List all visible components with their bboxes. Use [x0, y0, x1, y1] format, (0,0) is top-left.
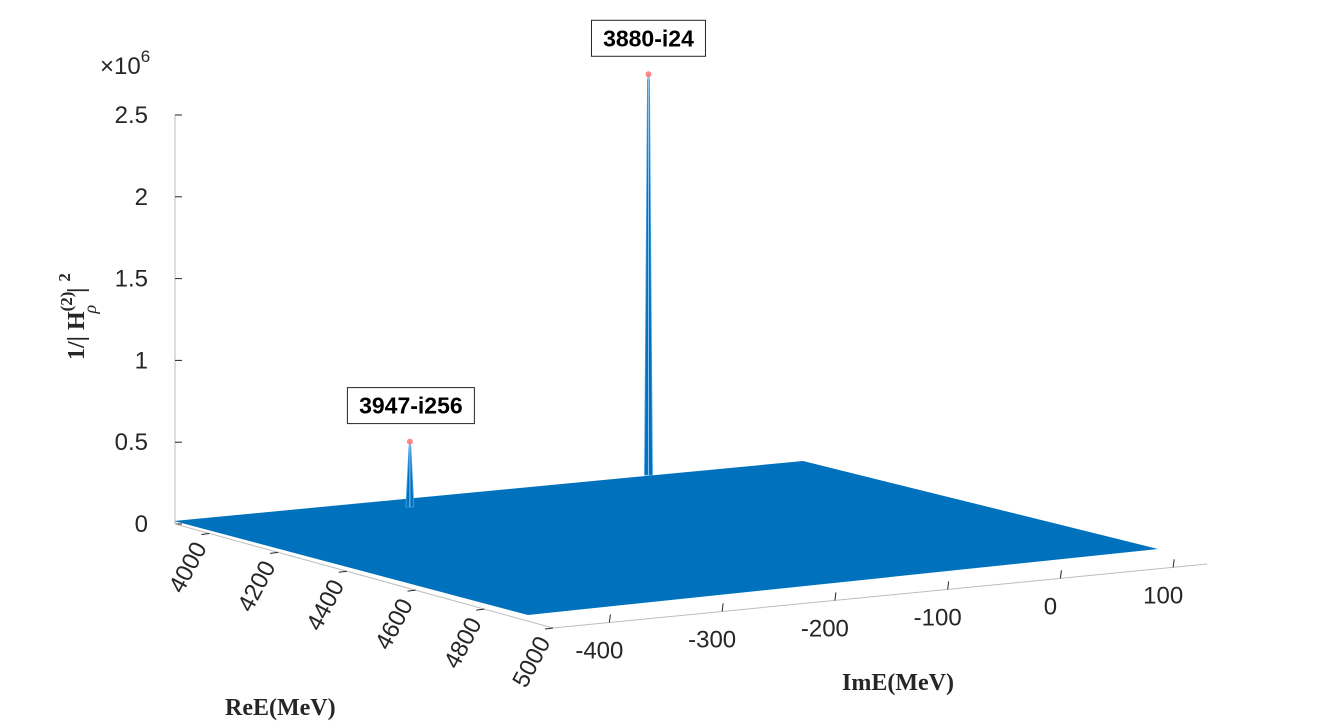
z-exponent-label: ×106 [100, 47, 150, 80]
x-tick-label: 4800 [439, 613, 488, 673]
x-tick-mark [476, 608, 485, 611]
x-tick-label: 4400 [301, 575, 350, 635]
y-axis-label: ImE(MeV) [842, 670, 954, 696]
peak-marker [645, 71, 652, 78]
x-tick-mark [338, 570, 347, 573]
x-tick-mark [544, 627, 554, 630]
z-tick-label: 1 [135, 347, 148, 374]
y-tick-label: 100 [1143, 582, 1183, 609]
x-axis-label: ReE(MeV) [225, 695, 336, 721]
z-axis-label: 1/| H(2) ρ| 2 [55, 273, 100, 360]
peak-annotation-label: 3880-i24 [603, 25, 694, 51]
svg-text:1/| H(2)ρ| 2: 1/| H(2) ρ| 2 [55, 273, 100, 360]
peak-annotation-box [346, 387, 475, 425]
peak-marker [406, 438, 413, 445]
y-tick-mark [721, 603, 724, 612]
z-tick-label: 0 [135, 511, 148, 538]
x-tick-mark [407, 589, 416, 592]
x-tick-mark [201, 532, 210, 535]
y-tick-mark [834, 592, 837, 601]
y-tick-label: -100 [914, 604, 962, 631]
peak-annotation-label: 3947-i256 [359, 393, 463, 419]
y-tick-mark [608, 614, 611, 623]
y-tick-mark [1059, 570, 1062, 579]
surface-plane [174, 461, 1158, 615]
z-tick-label: 1.5 [115, 266, 148, 293]
x-tick-mark [270, 551, 279, 554]
x-axis-line [174, 523, 554, 629]
peak-annotation-box [590, 19, 706, 57]
z-tick-label: 2 [135, 184, 148, 211]
y-tick-mark [1172, 559, 1175, 568]
x-tick-label: 4600 [370, 594, 419, 654]
y-tick-label: -300 [688, 626, 736, 653]
x-tick-label: 5000 [507, 632, 556, 692]
y-axis-ticks: -400 -300 -200 -100 0 100 [575, 559, 1183, 664]
y-axis-line [552, 563, 1208, 629]
y-tick-label: 0 [1044, 593, 1057, 620]
z-tick-label: 0.5 [115, 429, 148, 456]
x-tick-label: 4000 [164, 538, 213, 598]
y-tick-label: -400 [575, 637, 623, 664]
peaks-layer: 3880-i24 3947-i256 [346, 19, 706, 508]
y-tick-mark [947, 581, 950, 590]
z-tick-label: 2.5 [115, 102, 148, 129]
y-tick-label: -200 [801, 615, 849, 642]
z-axis-ticks: 0 0.5 1 1.5 2 2.5 [115, 102, 182, 538]
x-tick-label: 4200 [232, 557, 281, 617]
